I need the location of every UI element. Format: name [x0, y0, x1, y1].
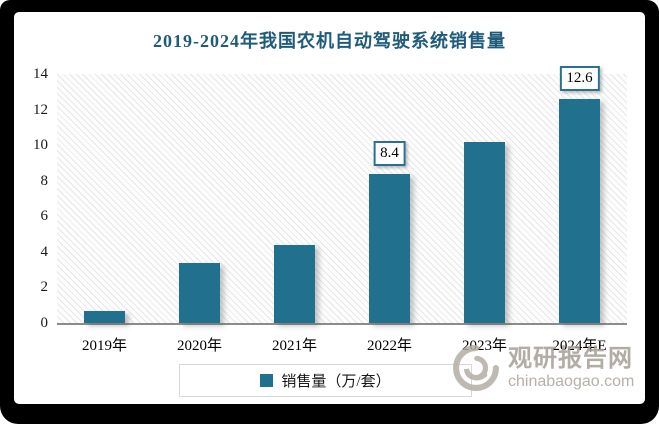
- legend-swatch-icon: [260, 374, 274, 387]
- watermark-domain: chinabaogao.com: [508, 372, 635, 390]
- y-axis-tick-12: 12: [33, 101, 48, 118]
- x-axis-label-2019年: 2019年: [81, 338, 128, 354]
- plot-area: 0 2 4 6 8 10 12 14 2019年 2020年 2021年 2022年 8.4 2023年 2…: [33, 65, 627, 354]
- x-axis-label-2020年: 2020年: [176, 338, 223, 354]
- chart-card: 2019-2024年我国农机自动驾驶系统销售量 0 2 4 6 8 10 12 14 2019年…: [14, 12, 645, 404]
- x-axis-label-2022年: 2022年: [366, 338, 413, 354]
- x-axis-label-2023年: 2023年: [461, 338, 508, 354]
- y-axis-tick-0: 0: [40, 315, 49, 331]
- legend: 销售量（万/套）: [179, 364, 472, 397]
- y-axis-tick-8: 8: [40, 172, 49, 189]
- y-axis-tick-10: 10: [33, 137, 48, 154]
- y-axis-tick-14: 14: [33, 66, 48, 82]
- y-axis-tick-6: 6: [40, 208, 49, 225]
- legend-label: 销售量（万/套）: [281, 374, 391, 390]
- bar-2020年: [179, 262, 220, 323]
- data-label-2024年E: 12.6: [559, 65, 600, 91]
- y-axis-tick-2: 2: [40, 279, 49, 296]
- chart-title: 2019-2024年我国农机自动驾驶系统销售量: [153, 31, 506, 51]
- bar-2022年: [369, 173, 410, 323]
- bar-2024年E: [559, 98, 600, 323]
- y-axis-tick-4: 4: [40, 243, 49, 260]
- x-axis-label-2024年E: 2024年E: [552, 338, 607, 354]
- x-axis-label-2021年: 2021年: [271, 338, 318, 354]
- data-label-2022年: 8.4: [373, 140, 406, 166]
- bar-2023年: [464, 141, 505, 323]
- bar-2019年: [84, 310, 125, 323]
- bar-2021年: [274, 244, 315, 323]
